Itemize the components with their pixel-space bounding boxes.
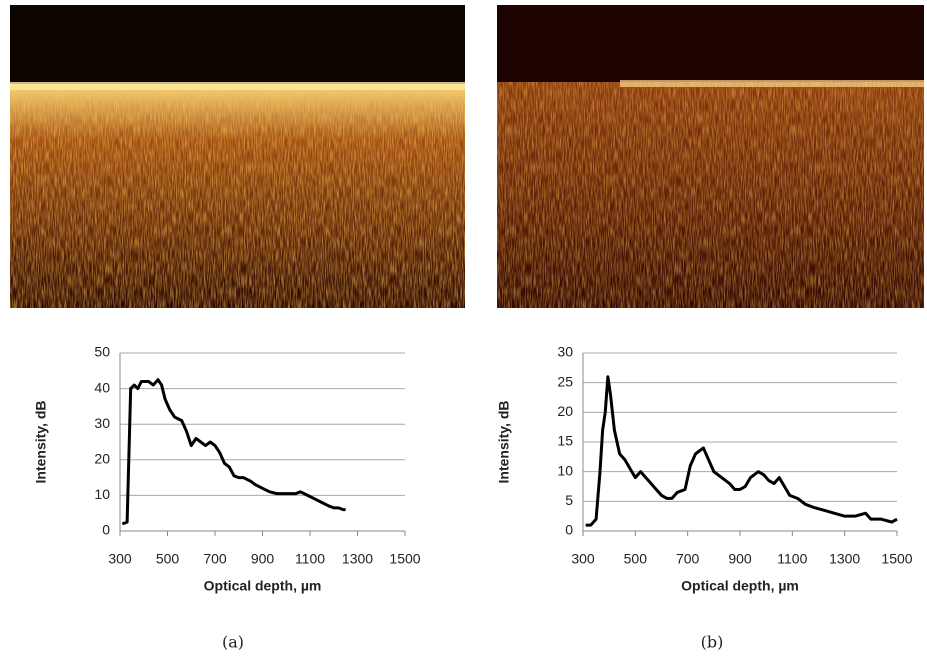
x-tick-label: 700 xyxy=(676,551,700,567)
y-tick-label: 0 xyxy=(565,522,573,538)
x-tick-label: 1300 xyxy=(829,551,860,567)
data-line xyxy=(121,378,346,526)
y-tick-label: 40 xyxy=(94,379,110,395)
y-tick-label: 0 xyxy=(102,522,110,538)
y-tick-label: 5 xyxy=(565,492,573,508)
x-axis-title: Optical depth, µm xyxy=(204,578,322,594)
data-line xyxy=(585,375,898,527)
x-axis-title: Optical depth, µm xyxy=(681,578,799,594)
x-tick-label: 500 xyxy=(624,551,648,567)
x-tick-label: 1100 xyxy=(295,551,325,567)
y-axis-title: Intensity, dB xyxy=(33,401,49,484)
y-tick-label: 25 xyxy=(557,373,573,389)
y-tick-label: 50 xyxy=(94,344,110,360)
x-tick-label: 900 xyxy=(728,551,752,567)
x-tick-label: 300 xyxy=(571,551,595,567)
oct-image-a xyxy=(10,5,465,308)
caption: (a) xyxy=(222,633,244,652)
x-tick-label: 700 xyxy=(203,551,227,567)
y-tick-label: 10 xyxy=(557,462,573,478)
x-tick-label: 1100 xyxy=(777,551,807,567)
x-tick-label: 1500 xyxy=(881,551,912,567)
caption: (b) xyxy=(701,633,724,652)
y-axis-title: Intensity, dB xyxy=(496,401,512,484)
x-tick-label: 300 xyxy=(108,551,132,567)
x-tick-label: 900 xyxy=(251,551,275,567)
x-tick-label: 1500 xyxy=(389,551,420,567)
y-tick-label: 30 xyxy=(557,344,573,360)
x-tick-label: 1300 xyxy=(342,551,373,567)
y-tick-label: 15 xyxy=(557,433,573,449)
y-tick-label: 30 xyxy=(94,415,110,431)
x-tick-label: 500 xyxy=(156,551,180,567)
y-tick-label: 20 xyxy=(94,451,110,467)
y-tick-label: 10 xyxy=(94,486,110,502)
oct-image-b xyxy=(497,5,924,308)
y-tick-label: 20 xyxy=(557,403,573,419)
